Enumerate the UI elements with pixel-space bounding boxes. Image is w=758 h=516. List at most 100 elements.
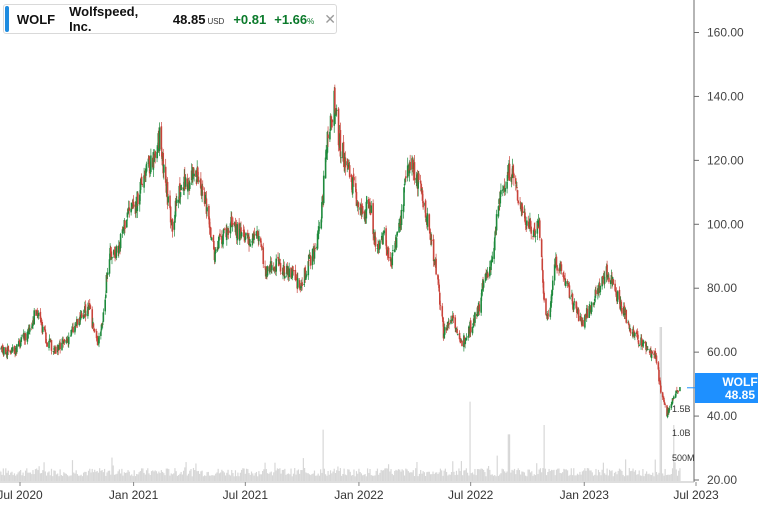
volume-bar: [476, 475, 477, 481]
volume-bar: [493, 476, 494, 481]
percent-change: +1.66: [274, 12, 307, 27]
volume-bar: [525, 476, 526, 481]
volume-bar: [60, 469, 61, 481]
volume-bar: [64, 473, 65, 481]
volume-bar: [192, 476, 193, 481]
volume-bar: [346, 475, 347, 481]
volume-bar: [247, 469, 248, 481]
y-tick-label: 20.00: [707, 473, 737, 487]
volume-bar: [483, 470, 484, 481]
volume-bar: [604, 473, 605, 481]
volume-bar: [46, 476, 47, 481]
volume-bar: [539, 470, 540, 481]
volume-bar: [56, 474, 57, 481]
volume-bar: [261, 474, 262, 481]
volume-bar: [232, 473, 233, 481]
volume-bar: [187, 475, 188, 481]
volume-bar: [245, 474, 246, 481]
volume-bar: [490, 475, 491, 481]
volume-bar: [153, 471, 154, 481]
volume-bar: [240, 473, 241, 481]
volume-bar: [83, 473, 84, 481]
volume-bar: [582, 471, 583, 481]
volume-bar: [446, 472, 447, 481]
volume-bar: [506, 471, 507, 481]
volume-bar: [505, 473, 506, 481]
volume-bar: [519, 470, 520, 481]
volume-bar: [389, 471, 390, 481]
volume-bar: [413, 470, 414, 481]
volume-bar: [21, 475, 22, 481]
volume-bar: [335, 473, 336, 481]
volume-bar: [356, 471, 357, 481]
volume-bar: [526, 476, 527, 481]
volume-bar: [382, 471, 383, 481]
volume-bar: [555, 475, 556, 481]
volume-bar: [414, 476, 415, 481]
volume-bar: [672, 468, 673, 481]
volume-bar: [230, 475, 231, 481]
volume-bar: [95, 472, 96, 481]
volume-bar: [29, 473, 30, 481]
volume-bar: [598, 470, 599, 481]
volume-bar: [547, 472, 548, 481]
volume-tick-label: 500M: [672, 453, 695, 463]
volume-bar: [160, 473, 161, 481]
volume-bar: [209, 476, 210, 481]
volume-bar: [372, 476, 373, 481]
volume-bar: [373, 476, 374, 481]
volume-bar: [546, 475, 547, 481]
volume-bar: [593, 476, 594, 481]
volume-bar: [50, 475, 51, 481]
x-tick-label: Jul 2023: [673, 488, 719, 502]
x-tick-label: Jul 2022: [448, 488, 494, 502]
volume-bar: [579, 472, 580, 481]
volume-bar: [16, 474, 17, 481]
volume-bar: [344, 469, 345, 481]
volume-bar: [634, 472, 635, 481]
volume-bar: [208, 472, 209, 481]
volume-bar: [587, 468, 588, 481]
volume-bar: [226, 473, 227, 481]
volume-bar: [474, 469, 475, 481]
volume-bar: [655, 460, 656, 481]
y-tick-label: 40.00: [707, 409, 737, 423]
volume-bar: [147, 468, 148, 481]
volume-bar: [504, 471, 505, 481]
volume-bar: [137, 474, 138, 481]
volume-bar: [619, 469, 620, 481]
volume-bar: [105, 476, 106, 481]
volume-bar: [592, 472, 593, 481]
volume-bar: [94, 470, 95, 481]
volume-bar: [488, 466, 489, 481]
volume-bar: [229, 475, 230, 481]
volume-bar: [432, 472, 433, 481]
volume-bar: [76, 470, 77, 481]
volume-bar: [237, 473, 238, 481]
volume-bar: [285, 475, 286, 481]
volume-bar: [190, 469, 191, 481]
volume-bar: [602, 470, 603, 481]
volume-bar: [621, 471, 622, 481]
volume-bar: [415, 468, 416, 481]
volume-bar: [571, 468, 572, 481]
volume-bar: [609, 470, 610, 481]
volume-bar: [641, 476, 642, 481]
volume-bar: [399, 470, 400, 481]
volume-bar: [545, 469, 546, 481]
volume-bar: [671, 474, 672, 481]
volume-bar: [439, 472, 440, 481]
volume-bar: [215, 474, 216, 481]
close-icon[interactable]: ✕: [324, 11, 336, 28]
volume-bar: [531, 471, 532, 481]
volume-bar: [189, 471, 190, 481]
volume-bar: [645, 474, 646, 481]
volume-bar: [25, 471, 26, 481]
volume-bar: [679, 468, 680, 481]
volume-bar: [194, 470, 195, 481]
volume-bar: [473, 474, 474, 481]
volume-bar: [405, 469, 406, 481]
volume-bar: [360, 472, 361, 481]
volume-bar: [610, 471, 611, 481]
